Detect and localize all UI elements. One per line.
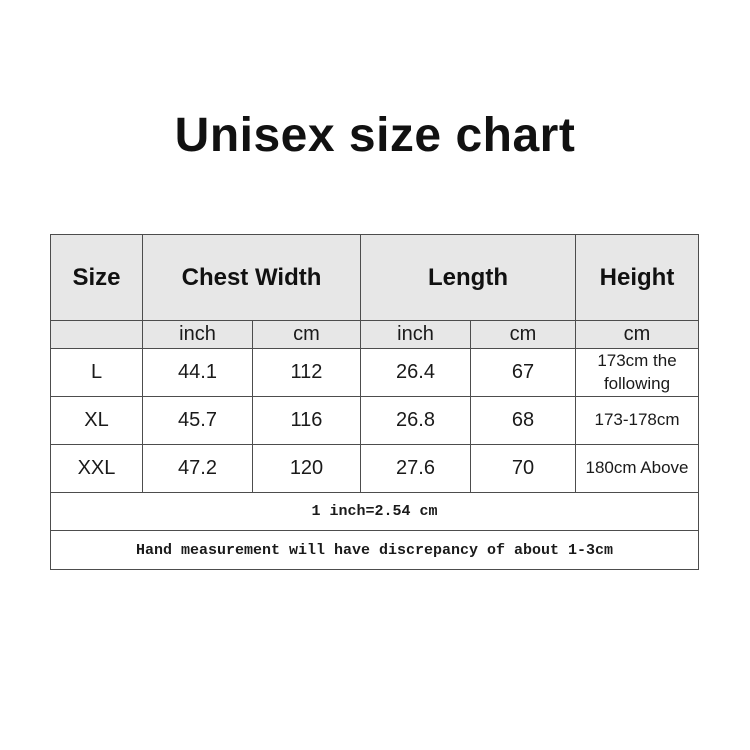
cell-chest-inch: 44.1 [142,348,253,397]
cell-height: 173-178cm [575,396,700,445]
cell-size: L [50,348,143,397]
note-measurement-disclaimer: Hand measurement will have discrepancy o… [49,530,700,570]
table-units-row: inch cm inch cm cm [50,320,700,349]
table-note-row-measurement-disclaimer: Hand measurement will have discrepancy o… [49,530,700,570]
column-header-height: Height [575,234,700,321]
unit-cell-empty [50,320,143,349]
cell-chest-inch: 47.2 [142,444,253,493]
table-note-row-inch-conversion: 1 inch=2.54 cm [49,492,700,531]
unit-cell-length-cm: cm [469,320,577,349]
unit-cell-height-cm: cm [575,320,700,349]
cell-length-cm: 68 [469,396,577,445]
unit-cell-chest-cm: cm [252,320,361,349]
column-header-size: Size [50,234,143,321]
cell-chest-cm: 120 [252,444,361,493]
cell-length-inch: 26.8 [360,396,471,445]
cell-size: XXL [50,444,143,493]
page-title: Unisex size chart [174,109,576,162]
table-header-row: Size Chest Width Length Height [50,234,700,321]
size-chart-table: Size Chest Width Length Height inch cm i… [49,234,700,570]
cell-length-cm: 67 [469,348,577,397]
table-row-size-xl: XL 45.7 116 26.8 68 173-178cm [50,396,700,445]
cell-chest-cm: 116 [252,396,361,445]
table-row-size-xxl: XXL 47.2 120 27.6 70 180cm Above [50,444,700,493]
note-inch-conversion: 1 inch=2.54 cm [49,492,700,531]
cell-height: 173cm the following [575,348,700,397]
cell-height: 180cm Above [575,444,700,493]
column-header-chest-width: Chest Width [142,234,361,321]
unit-cell-chest-inch: inch [142,320,253,349]
cell-chest-cm: 112 [252,348,361,397]
cell-length-inch: 26.4 [360,348,471,397]
cell-length-inch: 27.6 [360,444,471,493]
cell-size: XL [50,396,143,445]
column-header-length: Length [359,234,577,321]
cell-length-cm: 70 [469,444,577,493]
cell-chest-inch: 45.7 [142,396,253,445]
unit-cell-length-inch: inch [360,320,471,349]
table-row-size-l: L 44.1 112 26.4 67 173cm the following [50,348,700,397]
